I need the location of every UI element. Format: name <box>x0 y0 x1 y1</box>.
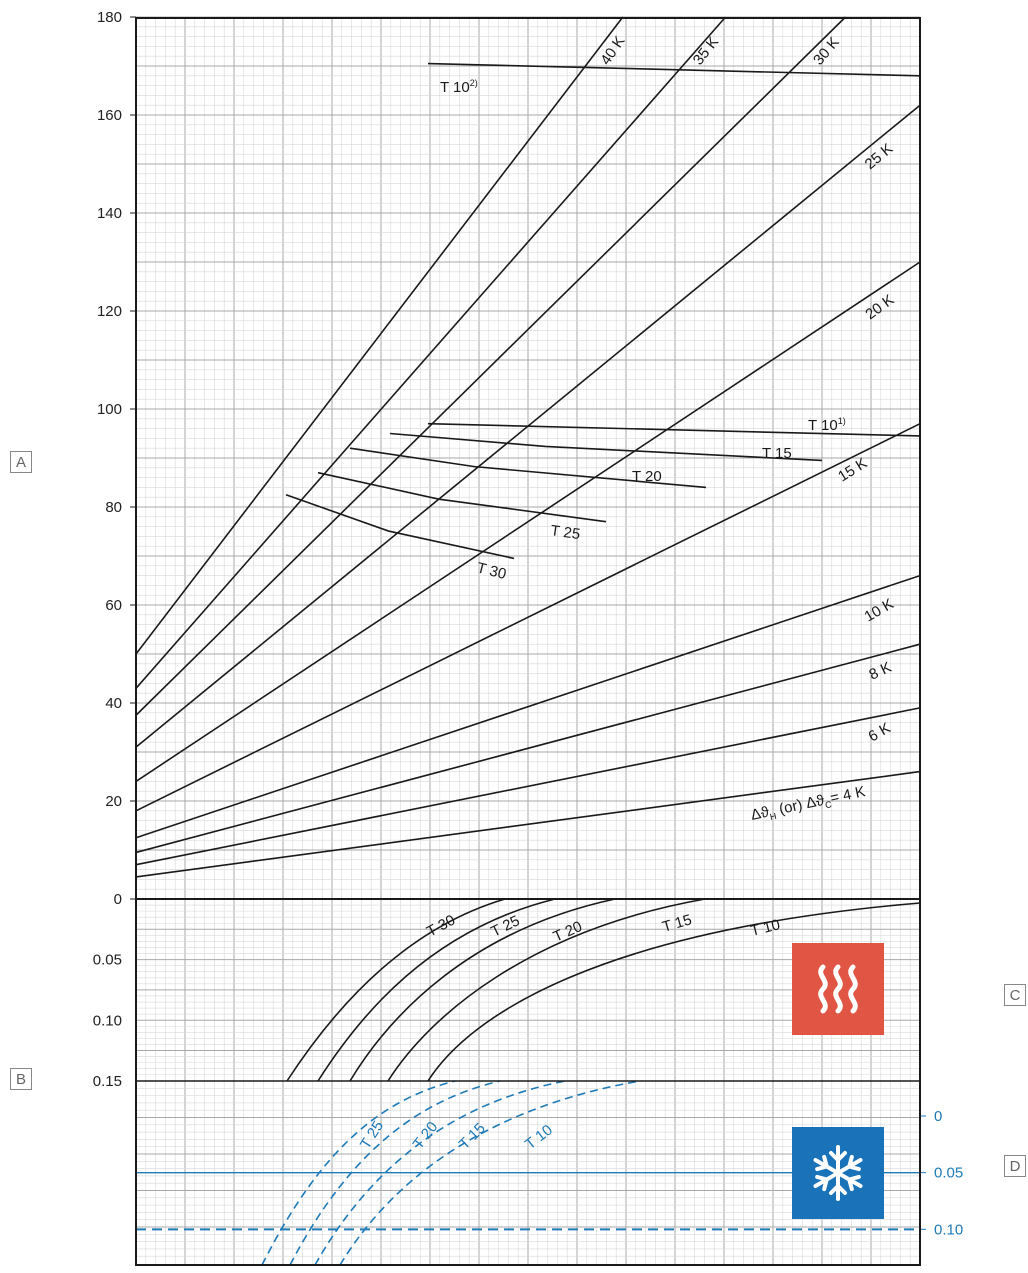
k-line <box>135 422 921 812</box>
tick-label-b: 0.05 <box>93 952 122 969</box>
t-label: T 102) <box>440 78 478 96</box>
tick-label-a: 80 <box>105 499 122 516</box>
side-label-d: D <box>1004 1155 1026 1177</box>
heating-curve-label: T 30 <box>424 912 458 941</box>
grid <box>135 16 921 1265</box>
cooling-curve-label: T 10 <box>522 1121 556 1153</box>
t-label: T 25 <box>549 522 581 543</box>
heating-curve <box>349 898 616 1082</box>
tick-label-b: 0.15 <box>93 1073 122 1090</box>
heating-curve-label: T 10 <box>749 916 782 940</box>
heating-curve <box>286 898 506 1082</box>
t-label: T 15 <box>762 445 792 462</box>
side-label-a: A <box>10 451 32 473</box>
cooling-curve <box>339 1080 641 1266</box>
tick-label-b: 0.10 <box>93 1012 122 1029</box>
k-line <box>135 643 921 854</box>
k-line <box>135 574 921 839</box>
t-label: T 101) <box>808 416 846 434</box>
axis-ticks: 0 20 40 60 80 100 120 140 160 180 0.05 0.10 0.15 0 0.0… <box>93 9 963 1238</box>
chart-frame <box>135 17 921 1266</box>
k-line <box>135 16 624 655</box>
t-line <box>389 432 823 462</box>
t-line <box>427 422 921 437</box>
k-label: 30 K <box>810 34 843 69</box>
k-line <box>135 16 727 689</box>
heating-curve <box>317 898 556 1082</box>
tick-label-a: 160 <box>97 107 122 124</box>
cooling-curve <box>289 1080 501 1266</box>
k-label: 25 K <box>862 140 897 173</box>
tick-label-a: 180 <box>97 9 122 26</box>
k-line <box>135 770 921 878</box>
t-label: T 30 <box>475 559 508 583</box>
heating-curve <box>387 898 706 1082</box>
k-line <box>135 707 921 866</box>
heating-icon <box>818 964 858 1014</box>
tick-label-a: 140 <box>97 205 122 222</box>
k-line <box>135 16 847 716</box>
t-line <box>427 62 921 77</box>
tick-label-a: 100 <box>97 401 122 418</box>
tick-label-a: 20 <box>105 793 122 810</box>
side-label-c: C <box>1004 984 1026 1006</box>
k-label: 15 K <box>835 455 870 486</box>
snowflake-icon <box>813 1145 863 1201</box>
tick-label-a: 120 <box>97 303 122 320</box>
tick-label-d: 0 <box>934 1108 942 1125</box>
k-line <box>135 261 921 783</box>
side-label-b: B <box>10 1068 32 1090</box>
k-label: 10 K <box>862 595 897 625</box>
t-line <box>285 493 515 560</box>
tick-label-a: 0 <box>114 891 122 908</box>
cooling-curve <box>314 1080 566 1266</box>
k-label: ΔϑH (or) ΔϑC= 4 K <box>749 783 867 826</box>
k-label: 6 K <box>866 719 894 745</box>
tick-label-a: 40 <box>105 695 122 712</box>
cooling-curve <box>261 1080 456 1266</box>
cooling-badge <box>792 1127 884 1219</box>
k-label: 40 K <box>597 33 628 68</box>
t-line <box>349 447 707 489</box>
t-label: T 20 <box>632 468 662 485</box>
heating-curve-label: T 25 <box>488 912 522 940</box>
plot-border <box>135 17 921 1266</box>
tick-label-a: 60 <box>105 597 122 614</box>
tick-label-d: 0.10 <box>934 1221 963 1238</box>
cooling-curve-label: T 20 <box>410 1119 442 1153</box>
tick-label-d: 0.05 <box>934 1165 963 1182</box>
heating-curve <box>427 902 921 1082</box>
curves <box>135 16 921 1266</box>
heating-badge <box>792 943 884 1035</box>
t-line <box>317 471 607 523</box>
